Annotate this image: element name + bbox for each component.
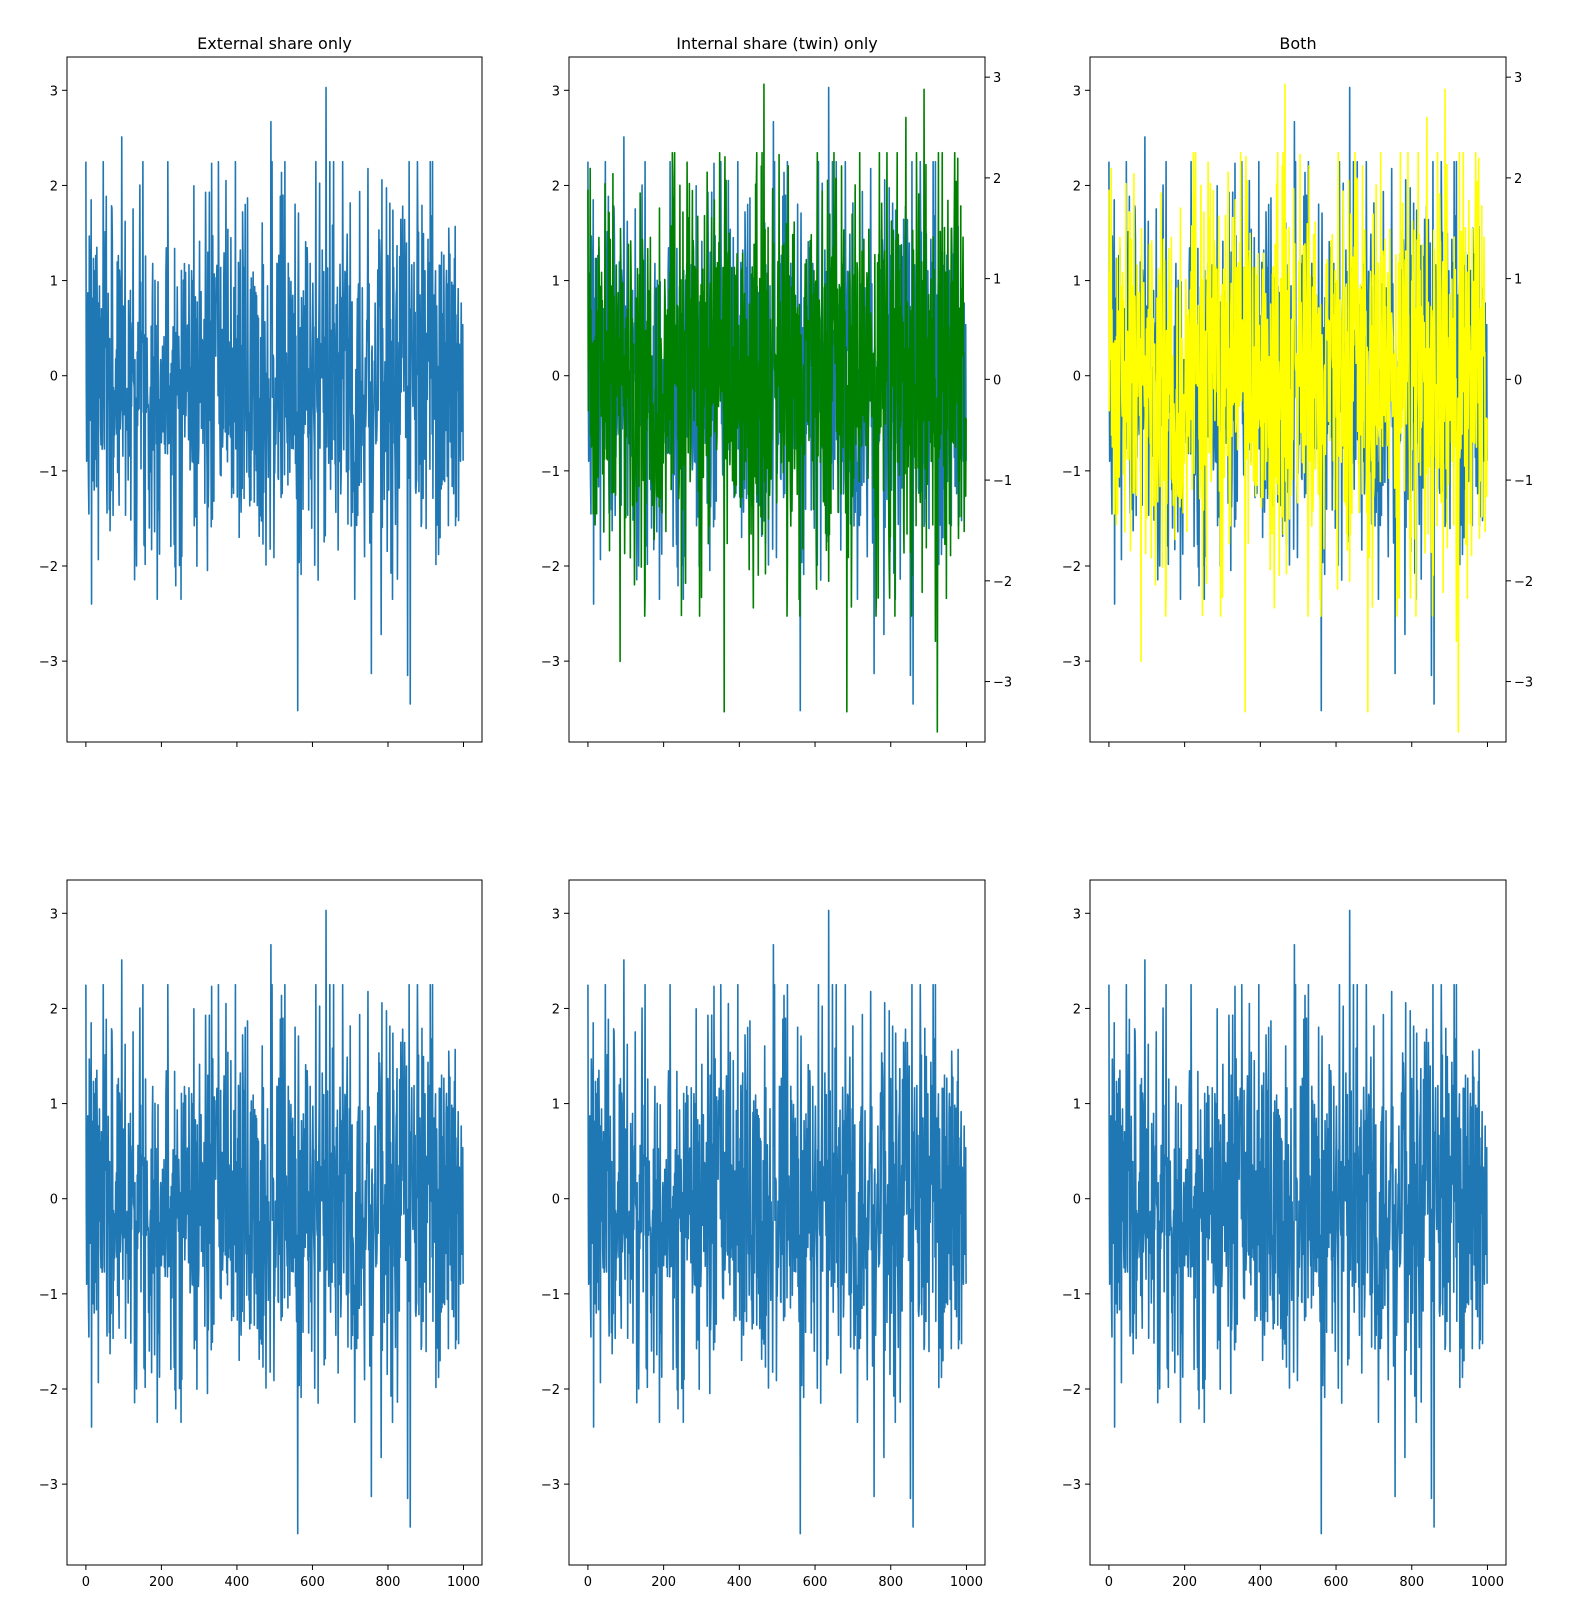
axes-frame — [568, 56, 986, 743]
y2-tick-label: −2 — [1514, 575, 1533, 590]
y-tick-label: 2 — [50, 179, 58, 194]
x-tick-label: 1000 — [950, 1575, 983, 1590]
axes-frame — [568, 879, 986, 1566]
y-tick-label: 3 — [552, 84, 560, 99]
x-tick-label: 800 — [376, 1575, 401, 1590]
x-tick-label: 0 — [82, 1575, 90, 1590]
y-tick-label: 1 — [1073, 1098, 1081, 1113]
y-tick-label: 0 — [552, 1193, 560, 1208]
x-tick-label: 600 — [300, 1575, 325, 1590]
y2-tick-label: 3 — [1514, 71, 1522, 86]
x-tick-label: 400 — [1248, 1575, 1273, 1590]
axes-frame — [66, 879, 483, 1566]
y-tick-label: 2 — [1073, 1002, 1081, 1017]
axes-frame — [1089, 879, 1507, 1566]
subplot-5: −3 −2 −1 0 1 2 3 0 200 400 600 800 1000 — [541, 879, 986, 1590]
x-tick-label: 800 — [1399, 1575, 1424, 1590]
x-tick-label: 600 — [803, 1575, 828, 1590]
y2-tick-label: 1 — [1514, 273, 1522, 288]
series-line-blue — [85, 909, 464, 1535]
axes-frame — [1089, 56, 1507, 743]
y-tick-label: −1 — [39, 465, 58, 480]
y-tick-label: 1 — [50, 1098, 58, 1113]
x-tick-label: 200 — [1172, 1575, 1197, 1590]
y2-tick-label: 3 — [993, 71, 1001, 86]
chart-title: External share only — [197, 34, 352, 53]
y-tick-label: −3 — [39, 1478, 58, 1493]
x-tick-label: 600 — [1324, 1575, 1349, 1590]
y-tick-label: −2 — [1062, 560, 1081, 575]
y-tick-label: −1 — [1062, 1288, 1081, 1303]
x-tick-label: 400 — [727, 1575, 752, 1590]
y-tick-label: 3 — [50, 84, 58, 99]
y-tick-label: 0 — [50, 370, 58, 385]
y2-tick-label: 2 — [993, 172, 1001, 187]
y2-tick-label: −1 — [993, 474, 1012, 489]
series-line-blue — [85, 86, 464, 712]
subplot-1: −3 −2 −1 0 1 2 3 External share only — [39, 34, 483, 747]
y-tick-label: −3 — [541, 1478, 560, 1493]
x-tick-label: 800 — [878, 1575, 903, 1590]
y-tick-label: −2 — [39, 560, 58, 575]
y-tick-label: −1 — [541, 465, 560, 480]
y-tick-label: −2 — [541, 560, 560, 575]
subplot-2: −3 −2 −1 0 1 2 3 −3 −2 −1 0 1 2 3 Internal share (twin… — [541, 34, 1012, 747]
y-tick-label: 2 — [50, 1002, 58, 1017]
y-tick-label: 0 — [50, 1193, 58, 1208]
y-tick-label: −1 — [39, 1288, 58, 1303]
x-tick-label: 200 — [149, 1575, 174, 1590]
subplot-6: −3 −2 −1 0 1 2 3 0 200 400 600 800 1000 — [1062, 879, 1507, 1590]
y-tick-label: −2 — [541, 1383, 560, 1398]
y-tick-label: 1 — [552, 275, 560, 290]
x-tick-label: 0 — [584, 1575, 592, 1590]
y-tick-label: 2 — [552, 1002, 560, 1017]
y-tick-label: 3 — [50, 907, 58, 922]
series-line-green — [587, 83, 967, 733]
subplot-4: −3 −2 −1 0 1 2 3 0 200 400 600 800 1000 — [39, 879, 483, 1590]
chart-title: Both — [1279, 34, 1316, 53]
y2-tick-label: 2 — [1514, 172, 1522, 187]
y-tick-label: −3 — [1062, 1478, 1081, 1493]
x-tick-label: 1000 — [1471, 1575, 1504, 1590]
x-tick-label: 400 — [225, 1575, 250, 1590]
y-tick-label: 0 — [552, 370, 560, 385]
y2-tick-label: 0 — [1514, 373, 1522, 388]
subplot-3: −3 −2 −1 0 1 2 3 −3 −2 −1 0 1 2 3 Both — [1062, 34, 1533, 747]
y-tick-label: 1 — [50, 275, 58, 290]
y-tick-label: −1 — [541, 1288, 560, 1303]
series-line-yellow — [1108, 83, 1488, 733]
y2-tick-label: 0 — [993, 373, 1001, 388]
y-tick-label: −3 — [1062, 655, 1081, 670]
y-tick-label: −2 — [1062, 1383, 1081, 1398]
x-tick-label: 1000 — [447, 1575, 480, 1590]
y-tick-label: 1 — [552, 1098, 560, 1113]
y-tick-label: −3 — [541, 655, 560, 670]
y2-tick-label: −2 — [993, 575, 1012, 590]
axes-frame — [66, 56, 483, 743]
y-tick-label: 3 — [1073, 907, 1081, 922]
y-tick-label: 0 — [1073, 1193, 1081, 1208]
y-tick-label: −1 — [1062, 465, 1081, 480]
y-tick-label: 2 — [1073, 179, 1081, 194]
x-tick-label: 200 — [651, 1575, 676, 1590]
y-tick-label: −3 — [39, 655, 58, 670]
y2-tick-label: 1 — [993, 273, 1001, 288]
chart-title: Internal share (twin) only — [676, 34, 878, 53]
y2-tick-label: −1 — [1514, 474, 1533, 489]
y-tick-label: 3 — [1073, 84, 1081, 99]
x-tick-label: 0 — [1105, 1575, 1113, 1590]
y2-tick-label: −3 — [993, 676, 1012, 691]
series-line-blue — [587, 909, 967, 1535]
y-tick-label: 0 — [1073, 370, 1081, 385]
y-tick-label: 3 — [552, 907, 560, 922]
y2-tick-label: −3 — [1514, 676, 1533, 691]
y-tick-label: −2 — [39, 1383, 58, 1398]
series-line-blue — [1108, 909, 1488, 1535]
y-tick-label: 1 — [1073, 275, 1081, 290]
y-tick-label: 2 — [552, 179, 560, 194]
